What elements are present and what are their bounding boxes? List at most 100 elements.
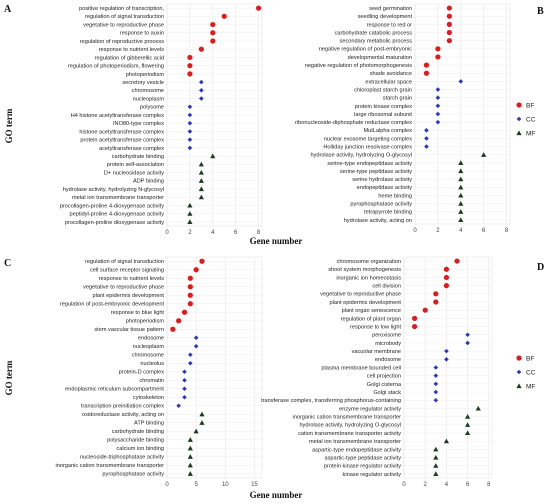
plot-area — [166, 256, 263, 479]
go-term-label: starch grain — [383, 96, 412, 102]
go-term-label: polysome — [140, 105, 164, 111]
x-tick-label: 6 — [234, 230, 238, 236]
go-term-label: metal ion transmembrane transporter — [72, 195, 164, 201]
x-tick-label: 4 — [211, 230, 215, 236]
legend: BF CC MF — [516, 102, 536, 137]
go-term-label: Holliday junction resolvase complex — [323, 144, 412, 150]
go-term-label: kinase regulator activity — [343, 472, 402, 478]
point-mf — [187, 219, 193, 224]
go-term-label: histone acetyltransferase complex — [79, 129, 164, 135]
x-tick-label: 2 — [436, 228, 440, 234]
point-bf — [170, 326, 176, 332]
go-term-label: microbody — [375, 341, 401, 347]
point-bf — [221, 13, 227, 19]
point-bf — [181, 309, 188, 315]
point-mf — [433, 471, 439, 476]
point-mf — [433, 463, 439, 468]
point-mf — [458, 201, 464, 206]
x-tick-label: 2 — [188, 230, 192, 236]
point-mf — [458, 176, 464, 182]
go-term-label: metal ion transmembrane transporter — [309, 439, 401, 445]
point-mf — [458, 160, 464, 165]
go-term-label: regulation of signal transduction — [85, 259, 164, 265]
point-mf — [516, 383, 522, 389]
go-term-label: hydrolase activity, hydrolyzing O-glycos… — [310, 153, 412, 159]
x-tick-label: 0 — [165, 230, 169, 236]
point-mf — [465, 430, 471, 436]
point-bf — [187, 292, 193, 298]
go-term-label: chromosome — [132, 353, 164, 359]
go-term-label: photoperiodism — [126, 72, 165, 78]
point-cc — [435, 87, 441, 92]
point-cc — [435, 119, 441, 125]
x-axis-label-top: Gene number — [250, 236, 303, 246]
go-term-label: carbohydrate binding — [112, 429, 164, 435]
go-term-label: response to blue light — [111, 310, 165, 316]
go-term-label: plant epidermis development — [329, 300, 401, 306]
point-mf — [458, 168, 464, 174]
go-term-label: carbohydrate binding — [112, 154, 164, 160]
go-term-label: chromosome — [132, 88, 164, 94]
point-cc — [433, 389, 439, 395]
point-cc — [444, 348, 449, 354]
go-term-label: regulation of post-embryonic development — [60, 302, 165, 308]
go-term-label: shoot system morphogenesis — [328, 267, 401, 273]
panel-letter-c: C — [4, 258, 11, 269]
panels: 0 2 4 6 8 positive regulation of transcriptio… — [55, 3, 536, 488]
panel-letter-d: D — [537, 262, 544, 273]
go-term-label: MutLalpha complex — [363, 128, 412, 134]
point-mf — [475, 405, 481, 411]
point-cc — [435, 95, 441, 101]
go-term-label: transcription preinitiation complex — [81, 404, 164, 410]
point-mf — [481, 152, 487, 157]
go-term-label: inorganic cation transmembrane transport… — [55, 463, 164, 469]
go-term-label: inorganic ion homeostasis — [336, 275, 401, 281]
panel-d: 0 2 4 6 8 chromosome organization shoot system… — [261, 256, 536, 488]
go-term-label: regulation of signal transduction — [85, 14, 164, 20]
point-bf — [187, 284, 193, 290]
point-bf — [198, 46, 204, 52]
point-bf — [187, 63, 193, 69]
point-mf — [187, 445, 193, 451]
point-bf — [446, 5, 452, 11]
go-term-label: stem vascular tissue pattern — [94, 327, 164, 333]
point-bf — [433, 291, 439, 297]
go-term-label: D+ nucleosidase activity — [104, 170, 164, 176]
go-term-label: H4 histone acetyltransferase complex — [71, 113, 164, 119]
point-mf — [187, 471, 193, 476]
y-axis-label-bottom: GO term — [4, 360, 14, 395]
go-term-label: tetrapyrrole binding — [364, 210, 412, 216]
legend-label-mf: MF — [526, 383, 535, 390]
point-cc — [193, 335, 199, 341]
point-mf — [198, 186, 204, 192]
go-term-label: vacuolar membrane — [352, 349, 401, 355]
go-term-label: inorganic cation transmembrane transport… — [292, 415, 401, 421]
go-term-label: response to auxin — [120, 31, 164, 37]
point-bf — [435, 46, 441, 52]
point-bf — [210, 30, 216, 36]
point-cc — [193, 343, 199, 349]
x-tick-label: 10 — [222, 482, 229, 488]
go-term-label: hydrolase activity, hydrolyzing O-glycos… — [299, 423, 401, 429]
go-term-label: procollagen-proline dioxygenase activity — [65, 220, 164, 226]
legend-label-mf: MF — [526, 130, 535, 137]
go-term-label: regulation of reproductive process — [80, 39, 164, 45]
point-bf — [516, 102, 522, 108]
point-mf — [193, 428, 199, 434]
go-term-label: endosome — [375, 357, 401, 363]
point-mf — [187, 202, 193, 208]
point-bf — [446, 29, 452, 36]
legend-label-cc: CC — [526, 369, 536, 376]
go-term-label: ADP binding — [133, 179, 164, 185]
point-bf — [210, 21, 216, 28]
x-tick-label: 6 — [466, 482, 470, 488]
go-term-label: seedling development — [358, 14, 413, 20]
point-bf — [412, 323, 418, 330]
point-mf — [198, 169, 204, 175]
go-term-label: heme binding — [378, 193, 412, 199]
point-mf — [516, 130, 522, 136]
go-term-label: protein-D complex — [119, 370, 165, 376]
go-term-label: shade avoidance — [370, 71, 412, 77]
panel-b: 0 2 4 6 8 seed germination seedling developmen… — [295, 3, 536, 234]
go-term-label: seed germination — [369, 6, 412, 12]
